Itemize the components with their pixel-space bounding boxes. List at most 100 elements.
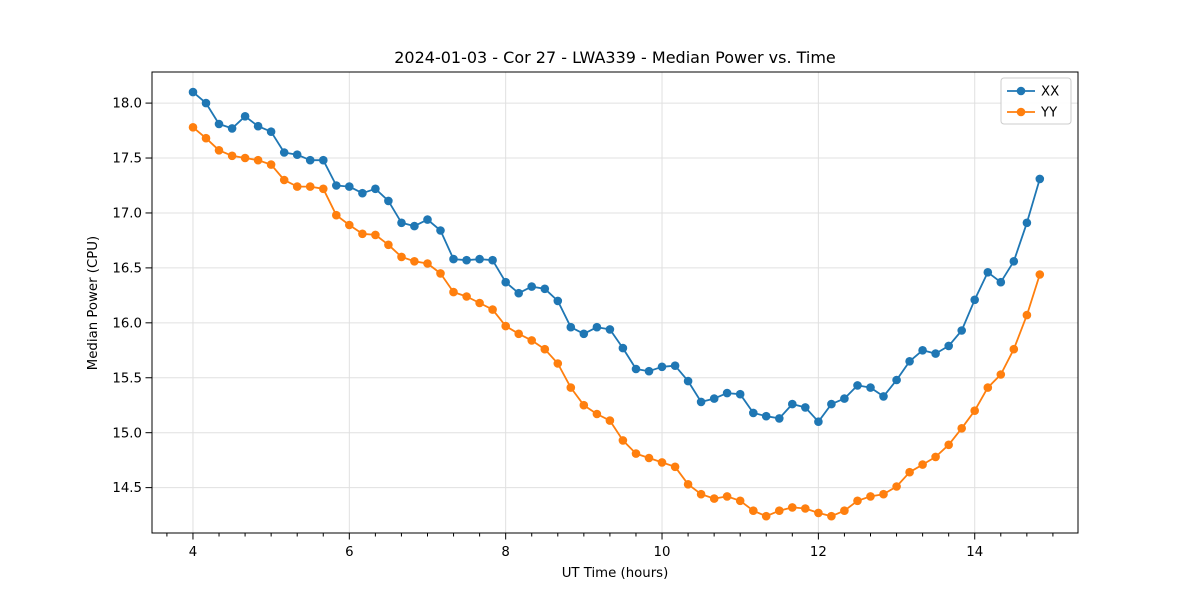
- data-point-marker: [853, 496, 862, 506]
- data-point-marker: [775, 506, 784, 515]
- data-point-marker: [540, 344, 550, 354]
- data-point-marker: [384, 196, 393, 206]
- data-point-marker: [501, 277, 511, 287]
- data-point-marker: [918, 346, 927, 355]
- data-point-marker: [957, 424, 966, 433]
- data-point-marker: [970, 406, 979, 416]
- y-tick-label: 15.0: [112, 426, 142, 441]
- x-ticks: [166, 533, 1054, 540]
- data-point-marker: [527, 336, 536, 345]
- data-point-marker: [514, 288, 523, 298]
- plot-border: [151, 71, 1079, 534]
- data-point-marker: [579, 400, 589, 410]
- x-tick-label: 14: [966, 545, 983, 560]
- legend-label: XX: [1041, 85, 1059, 100]
- data-point-marker: [605, 325, 615, 334]
- data-point-marker: [449, 254, 458, 264]
- legend-marker: [1016, 86, 1026, 96]
- data-point-marker: [332, 210, 341, 220]
- data-point-marker: [709, 494, 719, 503]
- data-point-marker: [279, 148, 289, 157]
- data-point-marker: [735, 496, 745, 506]
- data-point-marker: [592, 322, 602, 332]
- data-point-marker: [696, 397, 706, 407]
- data-point-marker: [1035, 270, 1045, 279]
- data-point-marker: [488, 255, 497, 265]
- data-point-marker: [201, 98, 211, 108]
- data-point-marker: [918, 460, 927, 469]
- data-point-marker: [840, 394, 849, 403]
- data-point-marker: [201, 133, 211, 143]
- legend-box: [1000, 77, 1072, 125]
- y-tick-label: 16.5: [112, 261, 142, 276]
- y-ticks: [145, 102, 152, 489]
- data-point-marker: [227, 151, 237, 161]
- data-point-marker: [605, 416, 615, 425]
- data-point-marker: [240, 112, 250, 121]
- y-tick-label: 17.5: [112, 152, 142, 167]
- data-point-marker: [788, 503, 797, 512]
- data-point-marker: [462, 292, 471, 301]
- data-point-marker: [618, 436, 628, 445]
- legend-label: YY: [1040, 106, 1058, 121]
- x-tick-label: 12: [810, 545, 827, 560]
- data-point-marker: [1009, 257, 1019, 266]
- data-point-marker: [436, 226, 445, 235]
- data-point-marker: [1022, 310, 1032, 320]
- data-point-marker: [540, 284, 550, 294]
- y-tick-label: 18.0: [112, 97, 142, 112]
- data-point-marker: [631, 449, 641, 458]
- data-point-marker: [319, 155, 328, 165]
- data-point-marker: [905, 467, 914, 477]
- data-point-marker: [384, 240, 393, 250]
- data-point-marker: [879, 489, 888, 499]
- data-point-marker: [514, 329, 523, 339]
- data-point-marker: [423, 259, 432, 268]
- series-XX-line: [192, 91, 1041, 423]
- data-point-marker: [579, 329, 589, 339]
- x-axis-label: UT Time (hours): [562, 566, 669, 581]
- chart-title: 2024-01-03 - Cor 27 - LWA339 - Median Po…: [394, 48, 836, 67]
- data-point-marker: [657, 458, 667, 467]
- data-point-marker: [462, 255, 471, 265]
- plot-area: 4 6 8 10 12 14 14.5 15.0 15.5 16.0 16.5 17.0 17.5 18.…: [112, 71, 1079, 560]
- data-point-marker: [801, 504, 810, 513]
- data-point-marker: [279, 175, 289, 185]
- data-point-marker: [371, 230, 380, 240]
- data-point-marker: [644, 453, 654, 463]
- data-point-marker: [358, 229, 367, 239]
- data-point-marker: [879, 392, 888, 401]
- data-point-marker: [996, 277, 1006, 287]
- gridlines: [152, 72, 1078, 533]
- legend: XX YY: [1000, 77, 1072, 125]
- data-point-marker: [345, 220, 354, 230]
- data-point-marker: [266, 127, 276, 136]
- data-point-marker: [801, 403, 810, 412]
- data-point-marker: [892, 482, 901, 491]
- data-point-marker: [292, 150, 302, 159]
- data-point-marker: [670, 462, 680, 472]
- data-point-marker: [253, 155, 263, 165]
- data-point-marker: [722, 388, 732, 398]
- data-point-marker: [423, 215, 432, 224]
- y-axis-label: Median Power (CPU): [86, 236, 101, 370]
- data-point-marker: [775, 414, 784, 423]
- data-point-marker: [970, 295, 979, 305]
- data-point-marker: [475, 298, 484, 308]
- data-point-marker: [931, 349, 940, 358]
- data-point-marker: [983, 383, 993, 392]
- data-point-marker: [931, 452, 940, 462]
- data-point-marker: [358, 188, 367, 198]
- data-point-marker: [761, 511, 771, 521]
- data-point-marker: [683, 480, 693, 489]
- data-point-marker: [1022, 218, 1032, 228]
- data-point-marker: [618, 343, 628, 353]
- data-point-marker: [1009, 344, 1019, 354]
- y-tick-label: 17.0: [112, 207, 142, 222]
- data-point-marker: [214, 119, 224, 129]
- data-point-marker: [827, 399, 836, 409]
- data-point-marker: [957, 326, 966, 335]
- x-tick-label: 4: [189, 545, 197, 560]
- data-point-marker: [840, 506, 849, 515]
- data-point-marker: [631, 364, 641, 374]
